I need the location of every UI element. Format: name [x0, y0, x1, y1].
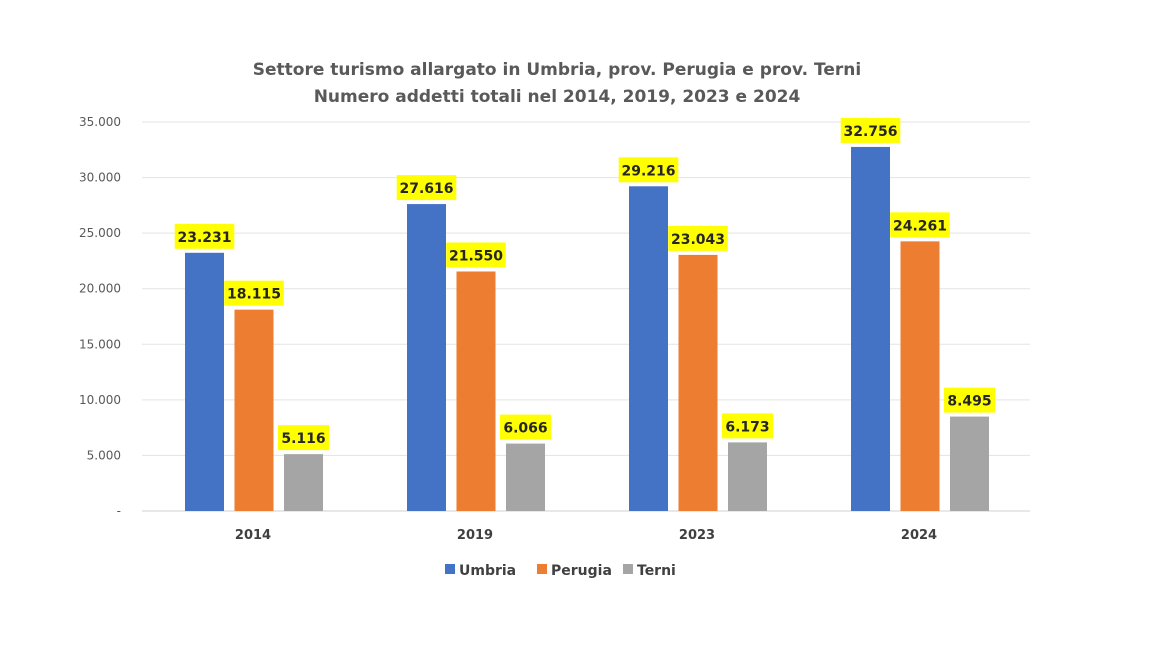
data-label: 27.616	[399, 181, 453, 197]
data-label-background	[174, 223, 235, 249]
data-label: 18.115	[227, 287, 281, 303]
y-tick-label: 25.000	[79, 226, 121, 240]
legend-swatch-perugia	[537, 564, 547, 574]
x-tick-label: 2019	[457, 528, 493, 543]
data-label: 6.173	[725, 419, 769, 435]
bar-umbria-2019	[407, 204, 446, 512]
data-label: 24.261	[893, 218, 947, 234]
bar-terni-2014	[284, 454, 323, 511]
legend-label-umbria: Umbria	[459, 563, 516, 579]
x-tick-label: 2023	[679, 528, 715, 543]
data-label: 8.495	[947, 394, 991, 410]
bar-perugia-2019	[456, 271, 496, 511]
y-tick-label: 35.000	[79, 115, 121, 129]
x-tick-label: 2014	[235, 528, 271, 543]
legend: Umbria Perugia Terni	[445, 563, 676, 579]
data-label-background	[890, 212, 950, 238]
bar-perugia-2023	[678, 254, 718, 512]
legend-label-terni: Terni	[637, 563, 676, 579]
y-tick-label: 15.000	[79, 337, 121, 351]
x-axis: 2014 2019 2023 2024	[235, 528, 937, 543]
bar-terni-2019	[506, 443, 545, 511]
x-tick-label: 2024	[901, 528, 937, 543]
data-labels: 23.231 18.115 5.116 27.616 21.550 6.066 29.216…	[174, 117, 995, 451]
data-label-background	[224, 280, 284, 306]
data-label: 32.756	[843, 124, 897, 140]
data-label-background	[500, 414, 551, 440]
data-label-background	[278, 425, 329, 451]
data-label-background	[722, 413, 773, 439]
chart-title: Settore turismo allargato in Umbria, pro…	[253, 60, 861, 80]
y-tick-label: 30.000	[79, 171, 121, 185]
data-label: 23.043	[671, 232, 725, 248]
data-label-background	[396, 175, 457, 201]
legend-swatch-umbria	[445, 564, 455, 574]
bar-umbria-2014	[185, 252, 224, 512]
data-label: 6.066	[503, 421, 547, 437]
data-label-background	[668, 225, 728, 251]
bar-terni-2023	[728, 442, 767, 511]
bars	[185, 146, 989, 512]
data-label-background	[618, 157, 679, 183]
chart-subtitle: Numero addetti totali nel 2014, 2019, 20…	[314, 87, 801, 107]
data-label-background	[944, 387, 995, 413]
y-tick-label: 5.000	[87, 448, 121, 462]
y-tick-label: -	[117, 504, 121, 518]
bar-terni-2024	[950, 416, 989, 511]
data-label: 29.216	[621, 163, 675, 179]
legend-swatch-terni	[623, 564, 633, 574]
y-tick-label: 10.000	[79, 393, 121, 407]
data-label: 5.116	[281, 431, 325, 447]
bar-umbria-2024	[851, 146, 890, 511]
bar-umbria-2023	[629, 186, 668, 511]
bar-perugia-2024	[900, 241, 940, 511]
bar-perugia-2014	[234, 309, 274, 511]
y-tick-label: 20.000	[79, 282, 121, 296]
legend-label-perugia: Perugia	[551, 563, 612, 579]
data-label-background	[446, 242, 506, 268]
data-label: 21.550	[449, 248, 503, 264]
data-label-background	[840, 117, 901, 143]
data-label: 23.231	[177, 230, 231, 246]
